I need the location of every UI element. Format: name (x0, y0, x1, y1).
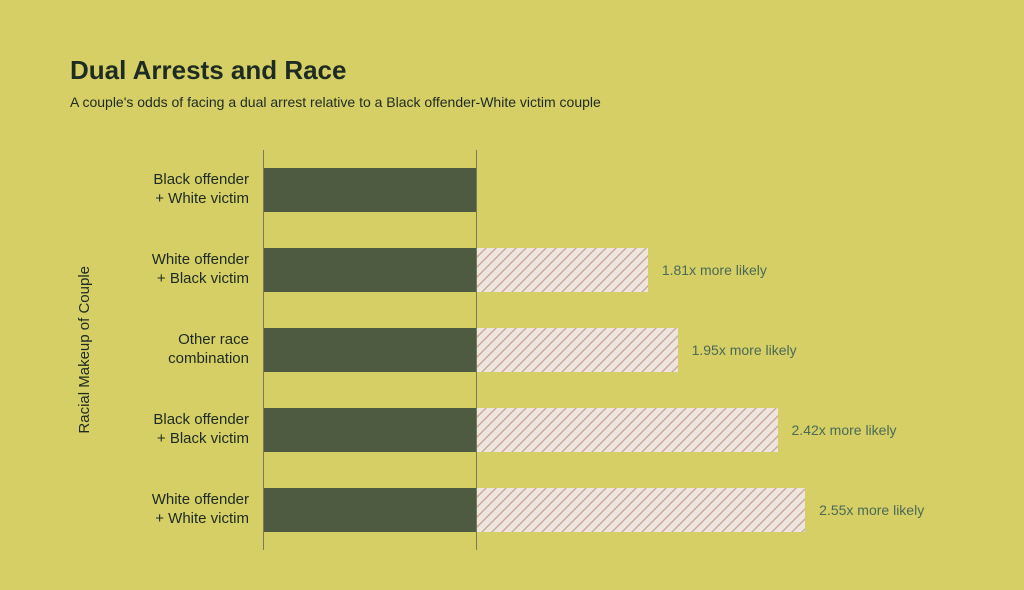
category-label: Other racecombination (93, 315, 249, 385)
category-label-line2: + White victim (93, 510, 249, 529)
category-label: White offender+ Black victim (93, 235, 249, 305)
category-label-line2: combination (93, 350, 249, 369)
category-label-line1: White offender (93, 251, 249, 270)
bar-extension (476, 408, 778, 452)
category-label-line2: + Black victim (93, 430, 249, 449)
bar-row (263, 155, 954, 225)
gridline (476, 150, 477, 550)
value-label: 2.55x more likely (819, 502, 924, 518)
bar-row: 1.81x more likely (263, 235, 954, 305)
bar-base (263, 248, 476, 292)
category-label: Black offender+ Black victim (93, 395, 249, 465)
y-axis-title: Racial Makeup of Couple (70, 266, 93, 434)
bar-extension (476, 488, 806, 532)
chart-subtitle: A couple's odds of facing a dual arrest … (70, 94, 954, 110)
gridline (263, 150, 264, 550)
category-label-line1: White offender (93, 491, 249, 510)
category-label: Black offender+ White victim (93, 155, 249, 225)
value-label: 2.42x more likely (792, 422, 897, 438)
bar-row: 2.42x more likely (263, 395, 954, 465)
plot-area: 1.81x more likely 1.95x more likely 2.42x … (263, 150, 954, 550)
category-label: White offender+ White victim (93, 475, 249, 545)
bar-extension (476, 248, 648, 292)
bar-base (263, 328, 476, 372)
bars-container: 1.81x more likely 1.95x more likely 2.42x … (263, 150, 954, 550)
category-label-line1: Black offender (93, 411, 249, 430)
category-label-line2: + Black victim (93, 270, 249, 289)
chart-body: Racial Makeup of Couple Black offender+ … (70, 150, 954, 550)
value-label: 1.81x more likely (662, 262, 767, 278)
category-label-line1: Other race (93, 331, 249, 350)
chart-title: Dual Arrests and Race (70, 55, 954, 86)
bar-row: 1.95x more likely (263, 315, 954, 385)
bar-base (263, 488, 476, 532)
bar-base (263, 168, 476, 212)
chart-canvas: Dual Arrests and Race A couple's odds of… (0, 0, 1024, 590)
value-label: 1.95x more likely (692, 342, 797, 358)
category-label-line2: + White victim (93, 190, 249, 209)
bar-row: 2.55x more likely (263, 475, 954, 545)
category-label-line1: Black offender (93, 171, 249, 190)
bar-extension (476, 328, 678, 372)
category-labels: Black offender+ White victimWhite offend… (93, 150, 263, 550)
bar-base (263, 408, 476, 452)
